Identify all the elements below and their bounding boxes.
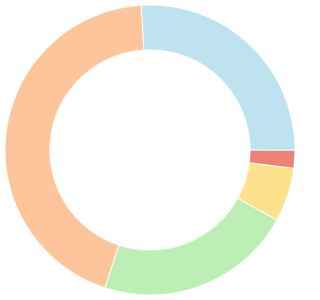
page: (() => { const data = JSON.parse(documen… [4, 4, 296, 296]
chart [4, 4, 296, 296]
donut-segment [140, 4, 296, 151]
donut-segment [4, 4, 145, 289]
donut-segment [104, 197, 278, 296]
